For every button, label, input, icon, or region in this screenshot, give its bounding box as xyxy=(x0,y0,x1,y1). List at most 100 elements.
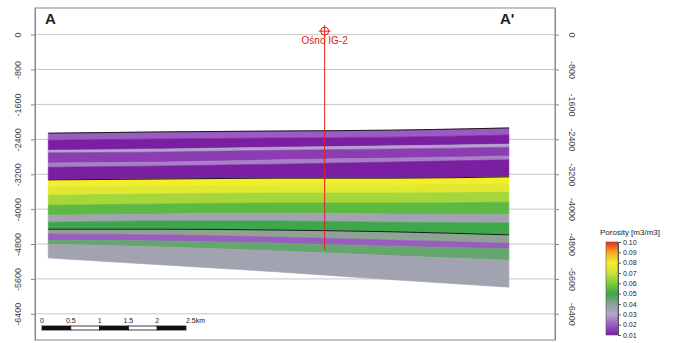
color-bar-axis: 0.100.090.080.070.060.050.040.030.020.01 xyxy=(618,239,637,339)
section-label: A xyxy=(45,10,56,27)
tick-label: -5600 xyxy=(13,268,23,291)
scale-bar-segment xyxy=(42,326,71,330)
tick-mark xyxy=(555,244,559,245)
scale-bar-segment xyxy=(157,326,186,330)
tick: -2400 xyxy=(555,128,577,151)
tick-mark xyxy=(31,279,35,280)
tick-label: -2400 xyxy=(13,128,23,151)
tick-label: -3200 xyxy=(567,163,577,186)
tick-mark xyxy=(618,304,621,305)
axis-line xyxy=(618,243,619,336)
scale-bar: 00.511.522.5km xyxy=(40,317,205,330)
grid-line xyxy=(35,313,555,314)
tick: -5600 xyxy=(13,268,35,291)
scale-bar-label: 2 xyxy=(155,317,159,324)
scale-bar-segment xyxy=(71,326,100,330)
tick-label: 0.07 xyxy=(623,270,637,277)
legend: Porosity [m3/m3] 0.10 0.09 0.08 0.07 0.06 0.05… xyxy=(600,228,660,339)
well-path xyxy=(324,31,325,250)
tick: 0.03 xyxy=(618,311,637,318)
tick-mark xyxy=(618,242,621,243)
tick: 0.10 xyxy=(618,239,637,246)
tick: 0.02 xyxy=(618,321,637,328)
tick: 0.07 xyxy=(618,270,637,277)
tick-mark xyxy=(618,283,621,284)
scale-bar-segment xyxy=(100,326,129,330)
scale-bar-label: 1.5 xyxy=(124,317,134,324)
tick: -4000 xyxy=(13,198,35,221)
tick-label: -800 xyxy=(567,61,577,79)
tick-mark xyxy=(618,252,621,253)
tick-label: -2400 xyxy=(567,128,577,151)
tick-label: -4800 xyxy=(13,233,23,256)
color-bar xyxy=(606,242,618,335)
horizon-line xyxy=(48,177,509,180)
tick-label: 0.09 xyxy=(623,249,637,256)
tick: -3200 xyxy=(13,163,35,186)
tick: -3200 xyxy=(555,163,577,186)
plot-frame xyxy=(35,8,555,340)
tick: 0.05 xyxy=(618,290,637,297)
well-label: Ośno IG-2 xyxy=(302,35,349,46)
scale-bar-label: 1 xyxy=(98,317,102,324)
scale-bar-segment xyxy=(128,326,157,330)
tick-label: -4800 xyxy=(567,233,577,256)
tick-mark xyxy=(618,273,621,274)
tick: -5600 xyxy=(555,268,577,291)
tick: -1600 xyxy=(13,93,35,116)
tick-label: -1600 xyxy=(567,93,577,116)
tick: -4000 xyxy=(555,198,577,221)
tick-mark xyxy=(31,104,35,105)
tick: -800 xyxy=(13,61,35,79)
tick-label: 0.05 xyxy=(623,290,637,297)
tick-label: 0 xyxy=(567,33,577,38)
tick-label: 0.04 xyxy=(623,301,637,308)
tick-mark xyxy=(618,263,621,264)
tick-mark xyxy=(31,209,35,210)
tick: -6400 xyxy=(13,303,35,326)
grid-line xyxy=(35,104,555,105)
tick-label: -6400 xyxy=(13,303,23,326)
tick-mark xyxy=(31,70,35,71)
layer xyxy=(48,160,509,180)
tick-label: 0.06 xyxy=(623,280,637,287)
horizon-line xyxy=(48,128,509,133)
tick: -6400 xyxy=(555,303,577,326)
layer xyxy=(48,244,509,287)
section-label: A' xyxy=(500,10,514,27)
tick-mark xyxy=(555,70,559,71)
tick: 0.09 xyxy=(618,249,637,256)
tick: 0 xyxy=(13,33,35,38)
tick-label: 0.08 xyxy=(623,259,637,266)
tick-mark xyxy=(555,174,559,175)
tick-label: 0 xyxy=(13,33,23,38)
plot-background xyxy=(35,8,555,340)
tick: 0 xyxy=(555,33,577,38)
tick-mark xyxy=(618,325,621,326)
tick-mark xyxy=(555,209,559,210)
tick: -800 xyxy=(555,61,577,79)
tick-mark xyxy=(31,244,35,245)
tick-mark xyxy=(555,139,559,140)
tick: 0.08 xyxy=(618,259,637,266)
tick-mark xyxy=(618,335,621,336)
tick-label: -800 xyxy=(13,61,23,79)
legend-title: Porosity [m3/m3] xyxy=(600,228,660,237)
y-axis-right: 0 -800 -1600 -2400 -3200 -4000 -4800 -5600 -6400 xyxy=(555,9,577,341)
tick-label: 0.10 xyxy=(623,239,637,246)
tick-mark xyxy=(31,174,35,175)
horizon-line xyxy=(48,229,509,235)
tick-label: -4000 xyxy=(13,198,23,221)
axis-line xyxy=(35,9,36,341)
tick-mark xyxy=(555,104,559,105)
tick-mark xyxy=(555,35,559,36)
tick-label: -6400 xyxy=(567,303,577,326)
plot-area xyxy=(48,25,509,287)
chart-root: Ośno IG-2 0 -800 -1600 -2400 -3200 -4000 -4800 -… xyxy=(0,0,682,343)
tick-mark xyxy=(31,314,35,315)
tick-label: -1600 xyxy=(13,93,23,116)
tick: -1600 xyxy=(555,93,577,116)
tick-label: -4000 xyxy=(567,198,577,221)
tick-mark xyxy=(555,279,559,280)
tick: -4800 xyxy=(555,233,577,256)
